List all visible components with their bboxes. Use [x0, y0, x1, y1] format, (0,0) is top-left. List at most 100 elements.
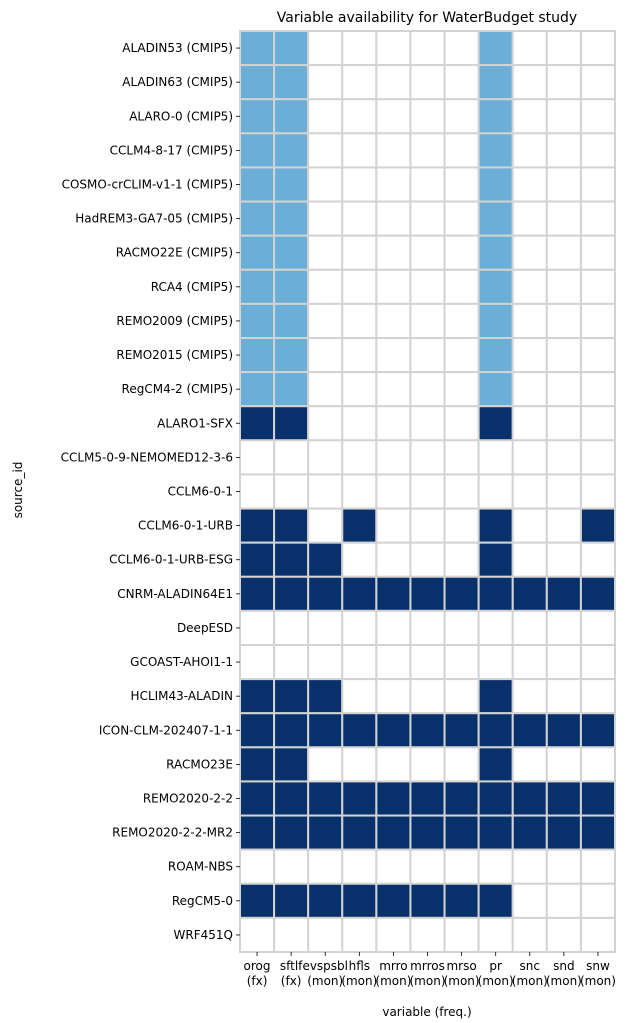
heatmap-cell [545, 166, 582, 203]
x-tick-freq-label: (mon) [341, 974, 377, 988]
heatmap-cell [273, 132, 310, 169]
heatmap-cell [477, 541, 514, 578]
heatmap-cell [239, 780, 276, 817]
heatmap-cell [307, 644, 344, 681]
heatmap-cell [273, 30, 310, 67]
heatmap-cell [375, 882, 412, 919]
heatmap-cell [307, 132, 344, 169]
heatmap-cell [511, 439, 548, 476]
heatmap-cell [239, 439, 276, 476]
heatmap-cell [545, 98, 582, 135]
heatmap-cell [273, 678, 310, 715]
heatmap-cell [341, 575, 378, 612]
x-tick-freq-label: (mon) [546, 974, 582, 988]
y-tick-label: REMO2009 (CMIP5) [116, 314, 233, 328]
heatmap-cell [307, 439, 344, 476]
heatmap-cell [307, 200, 344, 237]
heatmap-cell [579, 439, 617, 476]
heatmap-cell [511, 609, 548, 647]
heatmap-cell [307, 405, 344, 442]
heatmap-cell [409, 302, 446, 339]
heatmap-cell [579, 507, 617, 544]
heatmap-cell [545, 439, 582, 476]
heatmap-cell [477, 98, 514, 135]
heatmap-cell [375, 337, 412, 374]
heatmap-cell [477, 200, 514, 237]
heatmap-cell [545, 234, 582, 271]
heatmap-cell [239, 644, 276, 681]
heatmap-cell [409, 746, 446, 783]
heatmap-cell [579, 64, 617, 101]
heatmap-cell [579, 746, 617, 783]
x-tick-freq-label: (mon) [307, 974, 343, 988]
heatmap-cell [579, 678, 617, 715]
heatmap-cell [341, 234, 378, 271]
heatmap-cell [579, 712, 617, 749]
heatmap-cell [375, 98, 412, 135]
heatmap-cell [341, 166, 378, 203]
heatmap-cell [511, 30, 548, 67]
y-tick-label: RegCM4-2 (CMIP5) [122, 382, 233, 396]
heatmap-cell [579, 882, 617, 919]
y-tick-label: CCLM6-0-1 [168, 485, 233, 499]
heatmap-cell [545, 337, 582, 374]
heatmap-cell [307, 848, 344, 885]
heatmap-cell [375, 234, 412, 271]
heatmap-cell [579, 541, 617, 578]
heatmap-cell [545, 132, 582, 169]
chart-title: Variable availability for WaterBudget st… [277, 10, 577, 26]
heatmap-cell [239, 916, 276, 954]
heatmap-cell [477, 132, 514, 169]
heatmap-cell [341, 814, 378, 851]
heatmap-cell [511, 507, 548, 544]
heatmap-cell [375, 200, 412, 237]
heatmap-cell [341, 98, 378, 135]
heatmap-cell [375, 30, 412, 67]
heatmap-cell [511, 575, 548, 612]
heatmap-cell [443, 337, 480, 374]
heatmap-cell [443, 541, 480, 578]
y-axis-label: source_id [11, 462, 25, 519]
heatmap-cell [307, 814, 344, 851]
heatmap-cell [579, 200, 617, 237]
heatmap-cell [239, 405, 276, 442]
heatmap-cell [307, 575, 344, 612]
y-tick-labels: ALADIN53 (CMIP5) ALADIN63 (CMIP5) ALARO-0 … [61, 41, 240, 942]
heatmap-cell [375, 712, 412, 749]
heatmap-cell [579, 337, 617, 374]
heatmap-cell [273, 916, 310, 954]
y-tick-label: CCLM5-0-9-NEMOMED12-3-6 [61, 450, 233, 464]
heatmap-cell [307, 712, 344, 749]
heatmap-cell [239, 712, 276, 749]
heatmap-cell [545, 268, 582, 305]
heatmap-cell [307, 541, 344, 578]
x-tick-label: evspsbl [302, 959, 348, 973]
heatmap-cell [341, 405, 378, 442]
heatmap-cell [443, 405, 480, 442]
heatmap-cell [375, 268, 412, 305]
heatmap-cell [477, 473, 514, 510]
heatmap-cell [579, 916, 617, 954]
heatmap-cell [273, 371, 310, 408]
heatmap-cell [579, 780, 617, 817]
heatmap-cell [579, 644, 617, 681]
heatmap-cell [443, 882, 480, 919]
y-tick-label: CNRM-ALADIN64E1 [117, 587, 233, 601]
heatmap-cell [409, 98, 446, 135]
heatmap-cell [307, 780, 344, 817]
heatmap-cell [545, 575, 582, 612]
heatmap-cell [375, 439, 412, 476]
heatmap-cell [341, 916, 378, 954]
y-tick-label: ALADIN63 (CMIP5) [122, 75, 233, 89]
heatmap-cell [409, 473, 446, 510]
heatmap-cell [511, 814, 548, 851]
heatmap-cell [273, 644, 310, 681]
heatmap-cell [375, 541, 412, 578]
heatmap-cell [477, 371, 514, 408]
heatmap-cell [511, 678, 548, 715]
y-tick-label: RACMO22E (CMIP5) [116, 246, 233, 260]
heatmap-cell [477, 405, 514, 442]
heatmap-cell [511, 302, 548, 339]
y-tick-label: RegCM5-0 [172, 894, 233, 908]
